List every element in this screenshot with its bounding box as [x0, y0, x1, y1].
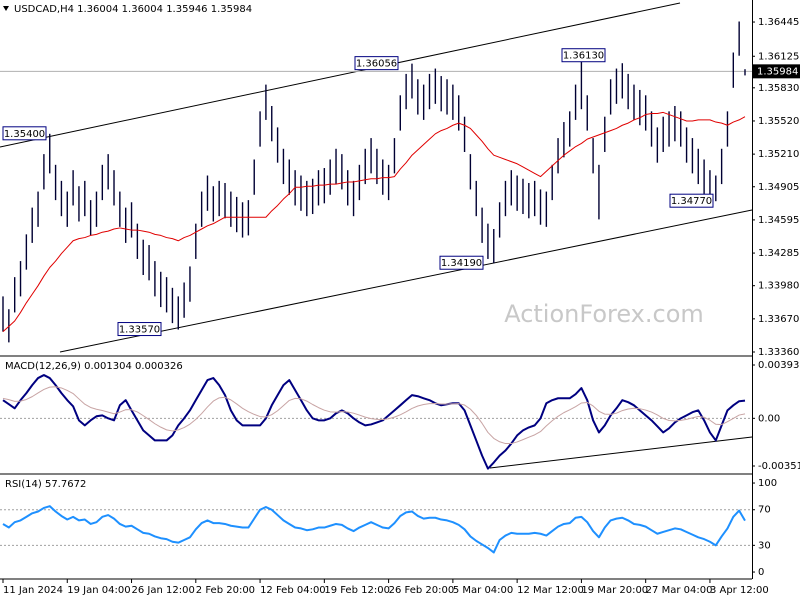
annotation-label: 1.36056 [356, 59, 397, 70]
y-tick-label: 1.35520 [758, 116, 799, 127]
annotation-label: 1.33570 [119, 325, 160, 336]
y-tick-label: 1.36445 [758, 17, 799, 28]
x-tick-label: 19 Feb 12:00 [324, 585, 390, 596]
y-tick-label: 1.33360 [758, 347, 799, 358]
annotation-box [669, 193, 714, 208]
channel-line [0, 2, 681, 148]
watermark: ActionForex.com [504, 300, 704, 328]
annotation-label: 1.34770 [671, 196, 712, 207]
trend-line [489, 436, 753, 469]
channel-line [59, 209, 753, 353]
y-tick-label: 1.34905 [758, 182, 799, 193]
series-line [2, 111, 746, 333]
y-tick-label: 1.35210 [758, 149, 799, 160]
annotation-box [561, 48, 606, 63]
x-tick-label: 26 Jan 12:00 [132, 585, 195, 596]
y-tick-label: 0 [758, 567, 764, 578]
y-tick-label: 1.33670 [758, 314, 799, 325]
x-tick-label: 19 Jan 04:00 [67, 585, 130, 596]
annotation-label: 1.35400 [4, 129, 45, 140]
panel-title: RSI(14) 57.7672 [5, 479, 86, 490]
x-tick-label: 5 Mar 04:00 [453, 585, 513, 596]
y-tick-label: 1.34595 [758, 215, 799, 226]
x-tick-label: 27 Mar 04:00 [646, 585, 713, 596]
y-tick-label: 100 [758, 478, 777, 489]
panel-title: USDCAD,H4 1.36004 1.36004 1.35946 1.3598… [14, 4, 252, 15]
y-tick-label: 0.00 [758, 413, 780, 424]
last-price-box [753, 64, 800, 79]
y-tick-label: 1.33980 [758, 281, 799, 292]
symbol-icon [3, 6, 9, 11]
y-tick-label: -0.003516 [758, 461, 800, 472]
x-tick-label: 26 Feb 20:00 [389, 585, 455, 596]
y-tick-label: 0.003933 [758, 360, 800, 371]
annotation-label: 1.36130 [563, 51, 604, 62]
annotation-label: 1.34190 [441, 258, 482, 269]
annotation-box [439, 255, 484, 270]
series-line [2, 505, 746, 554]
y-tick-label: 1.34285 [758, 248, 799, 259]
y-tick-label: 30 [758, 540, 771, 551]
y-tick-label: 70 [758, 505, 771, 516]
x-tick-label: 11 Jan 2024 [3, 585, 63, 596]
last-price-label: 1.35984 [757, 66, 798, 77]
y-tick-label: 1.36125 [758, 51, 799, 62]
series-line [2, 374, 746, 470]
x-tick-label: 3 Apr 12:00 [710, 585, 769, 596]
x-tick-label: 12 Feb 04:00 [260, 585, 326, 596]
x-tick-label: 19 Mar 20:00 [581, 585, 648, 596]
x-tick-label: 2 Feb 20:00 [196, 585, 255, 596]
annotation-box [117, 322, 162, 337]
annotation-box [354, 56, 399, 71]
series-line [2, 386, 746, 445]
annotation-box [2, 126, 47, 141]
panel-title: MACD(12,26,9) 0.001304 0.000326 [5, 361, 183, 372]
y-tick-label: 1.35830 [758, 83, 799, 94]
x-tick-label: 12 Mar 12:00 [517, 585, 584, 596]
